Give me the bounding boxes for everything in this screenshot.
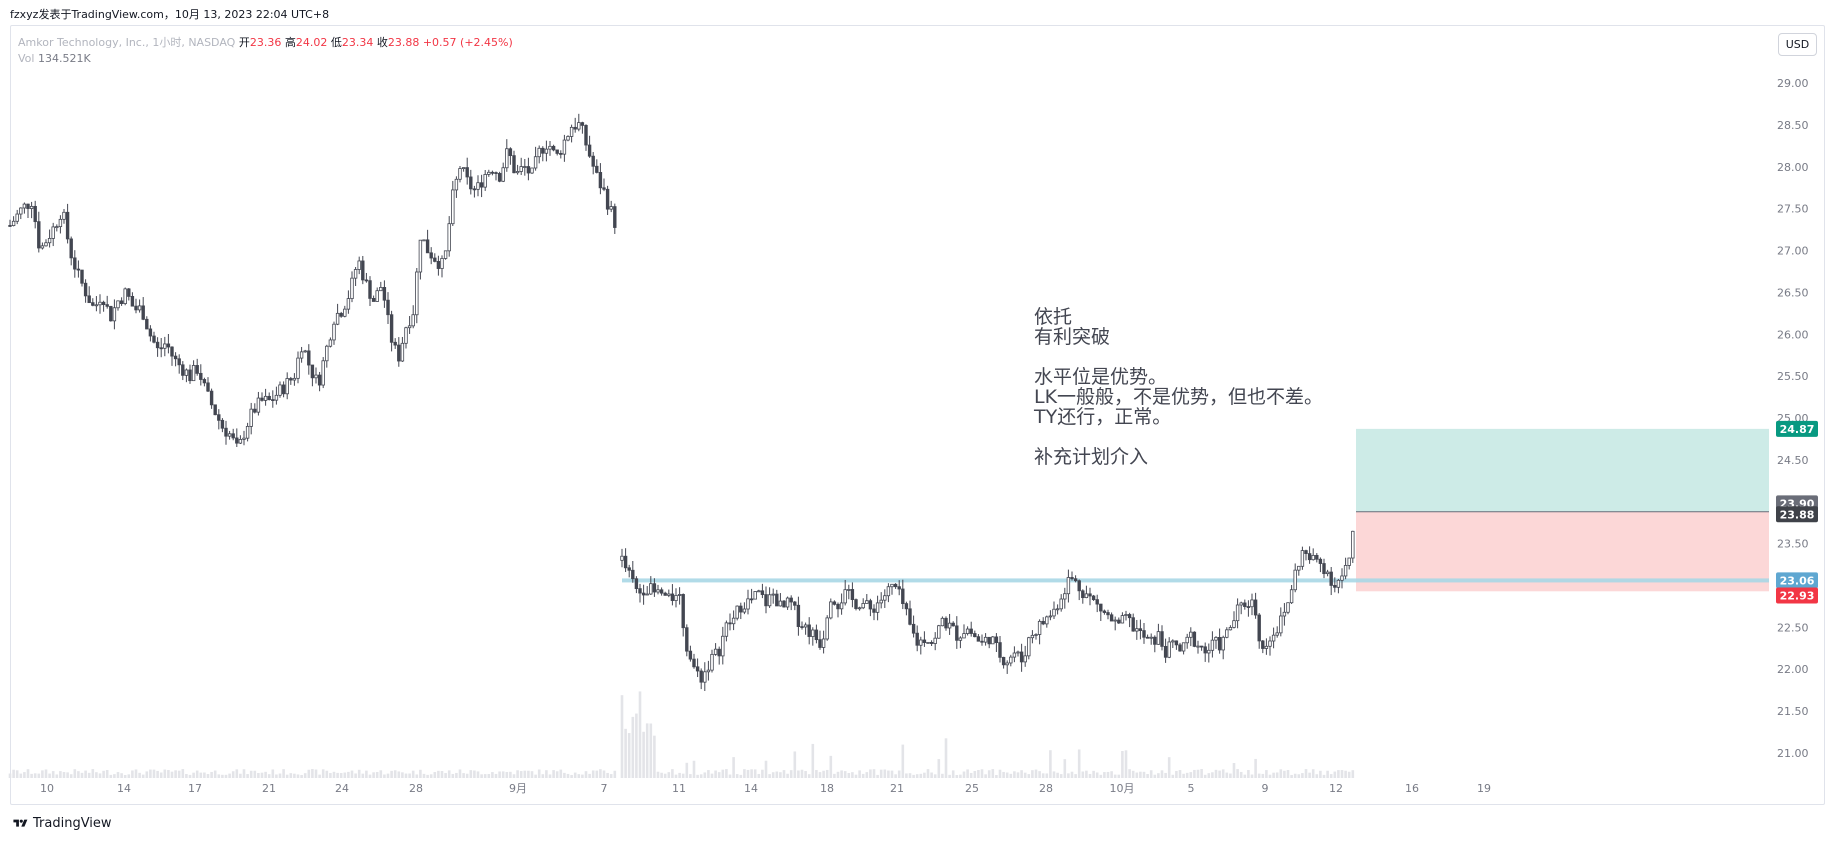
symbol-legend: Amkor Technology, Inc., 1小时, NASDAQ 开23.… xyxy=(18,35,513,67)
chart-attribution: fzxyz发表于TradingView.com，10月 13, 2023 22:… xyxy=(10,8,330,21)
tradingview-brand[interactable]: TradingView xyxy=(12,816,112,831)
high-value: 24.02 xyxy=(295,36,328,49)
brand-name: TradingView xyxy=(33,816,112,831)
low-label: 低 xyxy=(330,36,342,49)
volume-label[interactable]: Vol xyxy=(18,52,35,65)
currency-button[interactable]: USD xyxy=(1778,33,1817,56)
low-value: 23.34 xyxy=(341,36,374,49)
change-value: +0.57 (+2.45%) xyxy=(422,36,513,49)
chart-note-text[interactable]: 依托 有利突破 水平位是优势。 LK一般般，不是优势，但也不差。 TY还行，正常… xyxy=(1034,306,1324,468)
volume-value: 134.521K xyxy=(37,52,91,65)
symbol-name[interactable]: Amkor Technology, Inc., 1小时, NASDAQ xyxy=(18,36,236,49)
ohlc-row: Amkor Technology, Inc., 1小时, NASDAQ 开23.… xyxy=(18,35,513,51)
tradingview-logo-icon xyxy=(13,819,28,827)
open-value: 23.36 xyxy=(249,36,282,49)
volume-row: Vol 134.521K xyxy=(18,51,513,67)
close-label: 收 xyxy=(376,36,388,49)
chart-frame xyxy=(10,25,1825,805)
close-value: 23.88 xyxy=(387,36,420,49)
open-label: 开 xyxy=(238,36,250,49)
high-label: 高 xyxy=(284,36,296,49)
